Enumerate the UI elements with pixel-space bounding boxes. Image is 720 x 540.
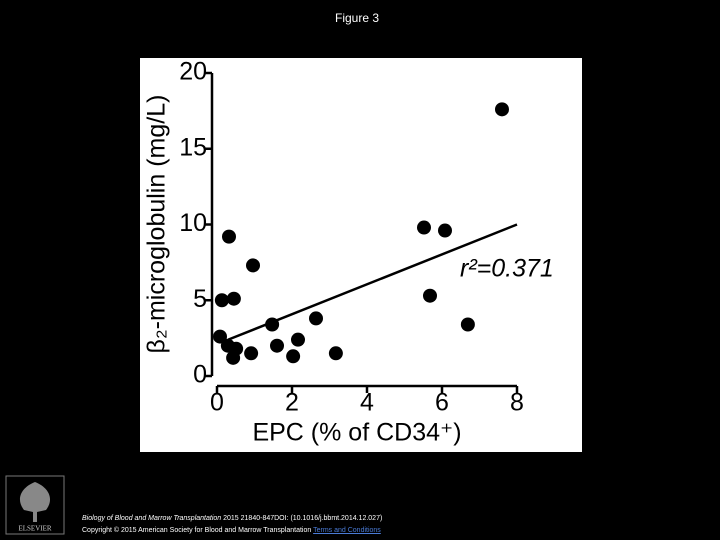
data-point xyxy=(270,338,284,353)
figure-title: Figure 3 xyxy=(335,11,379,25)
data-point xyxy=(460,317,475,332)
copyright: Copyright © 2015 American Society for Bl… xyxy=(82,527,312,534)
data-point xyxy=(328,346,343,361)
y-tick-label: 5 xyxy=(193,285,207,313)
data-point xyxy=(291,332,305,347)
data-point xyxy=(226,291,241,306)
y-tick-label: 20 xyxy=(179,58,207,86)
data-point xyxy=(214,293,229,308)
data-point xyxy=(226,350,241,365)
data-point xyxy=(246,258,260,273)
x-tick-label: 4 xyxy=(360,389,374,417)
y-tick-label: 10 xyxy=(179,209,207,237)
r-squared-annotation: r²=0.371 xyxy=(460,255,554,283)
data-point xyxy=(438,223,452,238)
citation-text: 2015 21840-847DOI: (10.1016/j.bbmt.2014.… xyxy=(223,515,383,522)
x-tick-label: 0 xyxy=(210,389,224,417)
citation: Biology of Blood and Marrow Transplantat… xyxy=(82,515,382,522)
x-tick-label: 2 xyxy=(285,389,299,417)
data-point xyxy=(423,288,437,303)
logo-text: ELSEVIER xyxy=(18,525,51,533)
data-point xyxy=(265,317,280,332)
data-point xyxy=(309,311,323,326)
data-point xyxy=(495,102,509,117)
data-point xyxy=(222,229,236,244)
terms-link[interactable]: Terms and Conditions xyxy=(313,527,381,534)
copyright-line: Copyright © 2015 American Society for Bl… xyxy=(82,527,381,534)
y-tick-label: 15 xyxy=(179,133,207,161)
data-point xyxy=(213,329,227,344)
y-axis-label: β₂-microglobulin (mg/L) xyxy=(143,95,171,354)
x-tick-label: 6 xyxy=(435,389,449,417)
journal: Biology of Blood and Marrow Transplantat… xyxy=(82,515,222,522)
x-tick-label: 8 xyxy=(510,389,524,417)
x-axis-label: EPC (% of CD34⁺) xyxy=(252,419,461,447)
data-point xyxy=(286,349,301,364)
logo-tree xyxy=(19,482,51,522)
data-point xyxy=(417,220,431,235)
y-tick-label: 0 xyxy=(193,361,207,389)
data-point xyxy=(244,346,259,361)
